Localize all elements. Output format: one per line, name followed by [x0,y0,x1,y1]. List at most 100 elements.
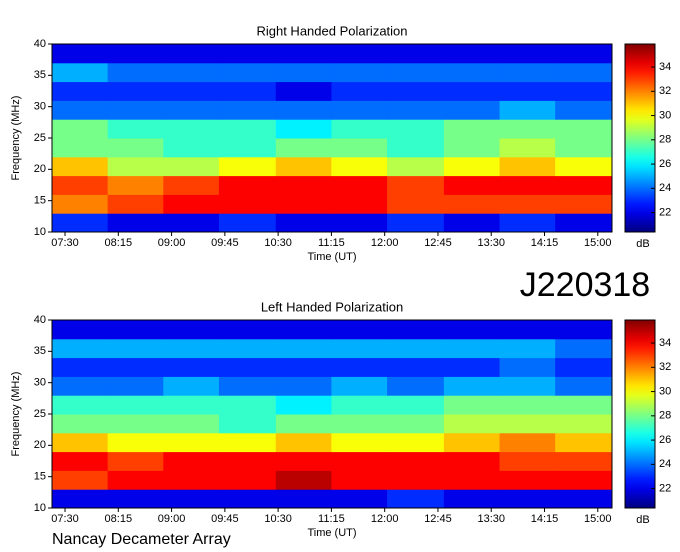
heat-cell [107,395,164,415]
station-code: J220318 [520,266,650,304]
heat-cell [218,414,277,434]
heat-cell [275,357,332,377]
heat-cell [163,395,220,415]
x-tick-label: 08:15 [105,237,133,249]
heat-cell [555,138,613,158]
heat-cell [275,395,332,415]
heat-cell [387,320,445,340]
heat-cell [107,414,164,434]
heat-cell [52,213,109,233]
heat-cell [107,100,164,120]
heat-cell [499,338,556,359]
heat-cell [443,62,501,83]
heat-cell [218,213,277,233]
heat-cell [52,395,109,415]
heat-cell [443,451,501,471]
heat-cell [387,213,445,233]
heat-cell [387,138,445,158]
heat-cell [443,44,501,64]
x-tick-label: 09:00 [158,513,186,525]
y-tick-label: 25 [34,408,46,420]
colorbar-tick-label: 32 [659,361,671,373]
heat-cell [275,338,332,359]
heat-cell [499,470,556,490]
heat-cell [499,194,556,214]
colorbar-tick-label: 28 [659,134,671,146]
colorbar-tick-label: 26 [659,434,671,446]
x-tick-label: 15:00 [584,237,612,249]
heat-cell [163,62,220,83]
heat-cell [331,376,388,396]
heat-cell [443,338,501,359]
heat-cell [387,395,445,415]
heat-cell [555,489,613,509]
colorbar-label: dB [636,514,649,526]
y-axis-label: Frequency (MHz) [10,372,22,457]
heat-cell [331,451,388,471]
heat-cell [331,414,388,434]
x-tick-label: 11:15 [318,513,345,525]
y-tick-label: 10 [34,502,46,514]
colorbar [624,319,656,509]
heat-cell [52,320,109,340]
heat-cell [52,175,109,195]
x-tick-label: 12:00 [371,513,399,525]
heat-cell [218,194,277,214]
heat-cell [443,470,501,490]
x-tick-label: 10:30 [264,513,292,525]
heat-cell [499,432,556,453]
heat-cell [499,489,556,509]
heat-cell [499,100,556,120]
heat-cell [163,376,220,396]
heat-cell [331,194,388,214]
heat-cell [107,357,164,377]
x-axis-label: Time (UT) [307,527,356,539]
heat-cell [443,320,501,340]
heat-cell [107,376,164,396]
heat-cell [331,119,388,139]
colorbar-tick-label: 34 [659,61,671,73]
heat-cell [443,175,501,195]
heat-cell [555,62,613,83]
heat-cell [218,376,277,396]
heat-cell [163,451,220,471]
heat-cell [218,62,277,83]
heat-cell [387,194,445,214]
heat-cell [499,175,556,195]
heat-cell [443,432,501,453]
heat-cell [163,320,220,340]
heat-cell [275,44,332,64]
heat-cell [555,175,613,195]
colorbar-tick-label: 30 [659,109,671,121]
heat-cell [52,81,109,101]
x-tick-label: 09:00 [158,237,186,249]
heat-cell [163,156,220,177]
y-tick-label: 20 [34,439,46,451]
heat-cell [52,44,109,64]
heat-cell [107,81,164,101]
heat-cell [443,138,501,158]
heat-cell [107,62,164,83]
colorbar-tick-label: 34 [659,337,671,349]
heat-cell [275,62,332,83]
heat-cell [499,138,556,158]
heat-cell [52,414,109,434]
colorbar [624,43,656,233]
y-tick-label: 35 [34,69,46,81]
chart-title: Right Handed Polarization [256,23,407,38]
x-tick-label: 07:30 [51,237,79,249]
heat-cell [555,44,613,64]
heat-cell [387,470,445,490]
y-tick-label: 15 [34,471,46,483]
heat-cell [331,62,388,83]
heat-cell [443,119,501,139]
heat-cell [52,119,109,139]
heat-cell [443,489,501,509]
colorbar-tick-label: 22 [659,206,671,218]
heat-cell [163,194,220,214]
heat-cell [52,470,109,490]
heat-cell [387,175,445,195]
heat-cell [218,138,277,158]
colorbar-tick-label: 24 [659,182,671,194]
heat-cell [218,338,277,359]
